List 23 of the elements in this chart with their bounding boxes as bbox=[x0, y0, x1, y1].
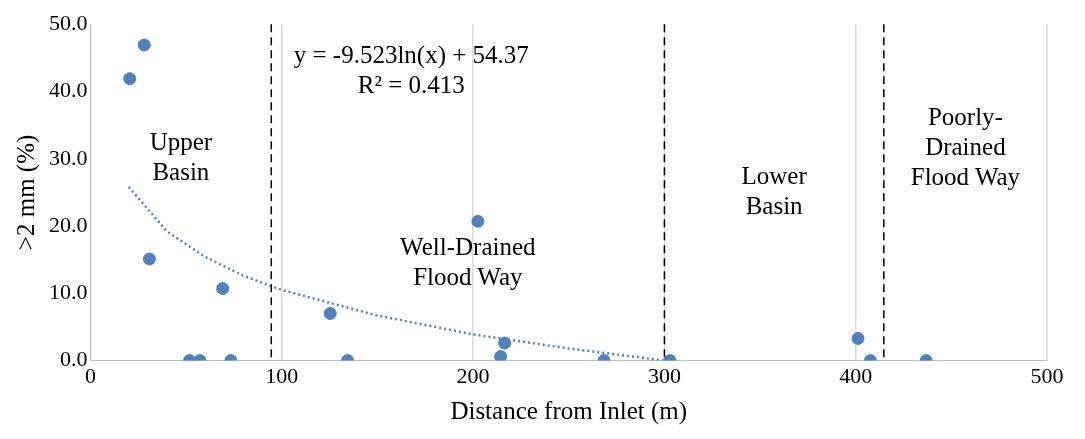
y-tick-label: 40.0 bbox=[49, 77, 88, 103]
y-tick-label: 20.0 bbox=[49, 211, 88, 237]
x-tick-label: 300 bbox=[647, 362, 681, 388]
x-tick-label: 0 bbox=[85, 362, 96, 388]
x-tick-label: 100 bbox=[265, 362, 299, 388]
annotation: Well-Drained Flood Way bbox=[400, 232, 537, 290]
point bbox=[123, 72, 137, 86]
annotation: Upper Basin bbox=[149, 128, 213, 186]
x-tick-label: 200 bbox=[456, 362, 490, 388]
annotation: Lower Basin bbox=[741, 161, 808, 219]
x-axis-title: Distance from Inlet (m) bbox=[450, 396, 688, 425]
y-tick-label: 30.0 bbox=[49, 144, 88, 170]
y-tick-label: 10.0 bbox=[49, 279, 88, 305]
point bbox=[471, 214, 485, 228]
y-axis-title: >2 mm (%) bbox=[11, 134, 40, 251]
point bbox=[494, 350, 508, 361]
point bbox=[137, 38, 151, 52]
point bbox=[142, 252, 156, 266]
annotation: Poorly- Drained Flood Way bbox=[910, 103, 1021, 191]
y-tick-label: 50.0 bbox=[49, 9, 88, 35]
x-tick-label: 500 bbox=[1030, 362, 1064, 388]
x-tick-label: 400 bbox=[839, 362, 873, 388]
annotation: y = -9.523ln(x) + 54.37 R² = 0.413 bbox=[293, 40, 529, 98]
